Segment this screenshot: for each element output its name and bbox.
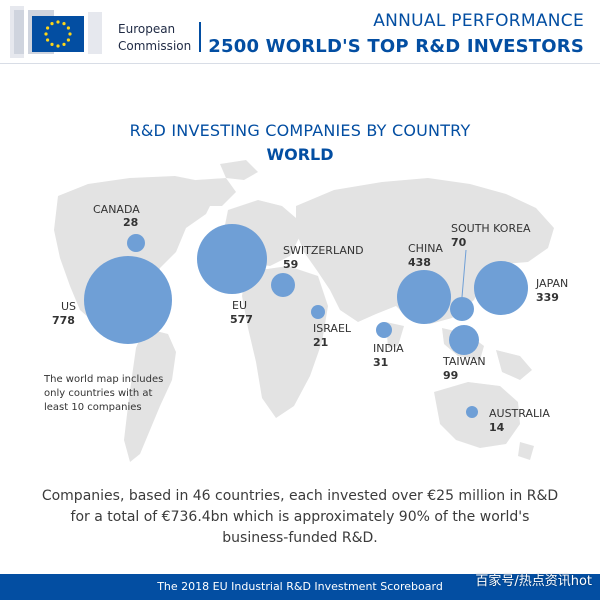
bubble-india [376,322,392,338]
taiwan-value: 99 [443,369,459,382]
japan-label: JAPAN [536,277,569,290]
european-commission-logo [10,6,106,58]
china-label: CHINA [408,242,443,255]
bubble-south-korea [450,297,474,321]
summary-text: Companies, based in 46 countries, each i… [41,488,559,546]
australia-value: 14 [489,421,505,434]
south-korea-label: SOUTH KOREA [451,222,531,235]
bubble-australia [466,406,478,418]
us-label: US [61,300,77,313]
chart-title: R&D INVESTING COMPANIES BY COUNTRY [129,121,471,140]
top-investors-title: 2500 WORLD'S TOP R&D INVESTORS [208,36,584,57]
map-footnote: The world map includes only countries wi… [44,374,164,413]
israel-label: ISRAEL [313,322,352,335]
bubble-canada [127,234,145,252]
footer-bar: The 2018 EU Industrial R&D Investment Sc… [0,574,600,600]
header-divider [0,63,600,64]
world-map-landmass [54,160,554,462]
brand-line-2: Commission [118,39,192,53]
brand-divider [199,22,201,52]
bubble-taiwan [449,325,479,355]
japan-value: 339 [536,291,559,304]
header: European Commission ANNUAL PERFORMANCE 2… [0,0,600,64]
brand-line-1: European [118,22,176,36]
country-bubbles [84,224,528,418]
taiwan-label: TAIWAN [443,355,486,368]
watermark-text: 百家号/热点资讯hot [475,574,592,589]
india-value: 31 [373,356,389,369]
annual-performance-title: ANNUAL PERFORMANCE [373,11,584,31]
bubble-israel [311,305,325,319]
south-korea-value: 70 [451,236,467,249]
south-korea-leader-line [461,249,467,298]
bubble-eu [197,224,267,294]
us-value: 778 [52,314,75,327]
chart-subtitle: WORLD [266,145,334,164]
china-value: 438 [408,256,431,269]
bubble-switzerland [271,273,295,297]
switzerland-value: 59 [283,258,299,271]
canada-value: 28 [123,216,139,229]
switzerland-label: SWITZERLAND [283,244,364,257]
bubble-japan [474,261,528,315]
australia-label: AUSTRALIA [489,407,550,420]
bubble-us [84,256,172,344]
india-label: INDIA [373,342,404,355]
bubble-china [397,270,451,324]
canada-label: CANADA [93,203,140,216]
ec-logo-icon [10,6,102,58]
footer-text: The 2018 EU Industrial R&D Investment Sc… [157,580,443,593]
eu-label: EU [232,299,248,312]
eu-value: 577 [230,313,253,326]
israel-value: 21 [313,336,329,349]
